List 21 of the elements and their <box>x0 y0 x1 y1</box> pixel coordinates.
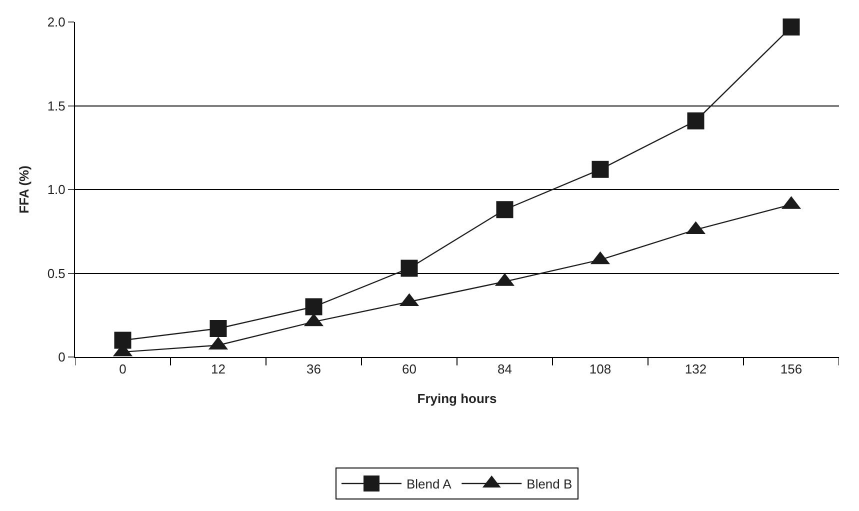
x-tick-label: 156 <box>780 362 802 377</box>
x-tick-label: 108 <box>589 362 612 377</box>
point <box>782 18 800 36</box>
y-tick-label: 1.5 <box>47 98 66 114</box>
x-axis-title: Frying hours <box>417 391 497 406</box>
x-tick-label: 132 <box>684 362 707 377</box>
x-tick-label: 60 <box>402 362 416 377</box>
x-tick-label: 0 <box>119 362 126 377</box>
x-tick-label: 84 <box>498 362 512 377</box>
y-tick-label: 0 <box>58 350 66 365</box>
point <box>592 160 609 178</box>
y-tick-label: 1.0 <box>47 182 66 198</box>
y-axis-title: FFA (%) <box>16 166 32 214</box>
legend-label: Blend B <box>526 476 572 492</box>
y-tick-label: 0.5 <box>47 266 66 281</box>
x-tick-label: 12 <box>211 362 226 377</box>
x-tick-label: 36 <box>306 362 321 377</box>
legend-label: Blend A <box>406 476 452 492</box>
y-tick-label: 2.0 <box>47 14 66 30</box>
point <box>496 201 514 218</box>
point <box>687 112 704 130</box>
